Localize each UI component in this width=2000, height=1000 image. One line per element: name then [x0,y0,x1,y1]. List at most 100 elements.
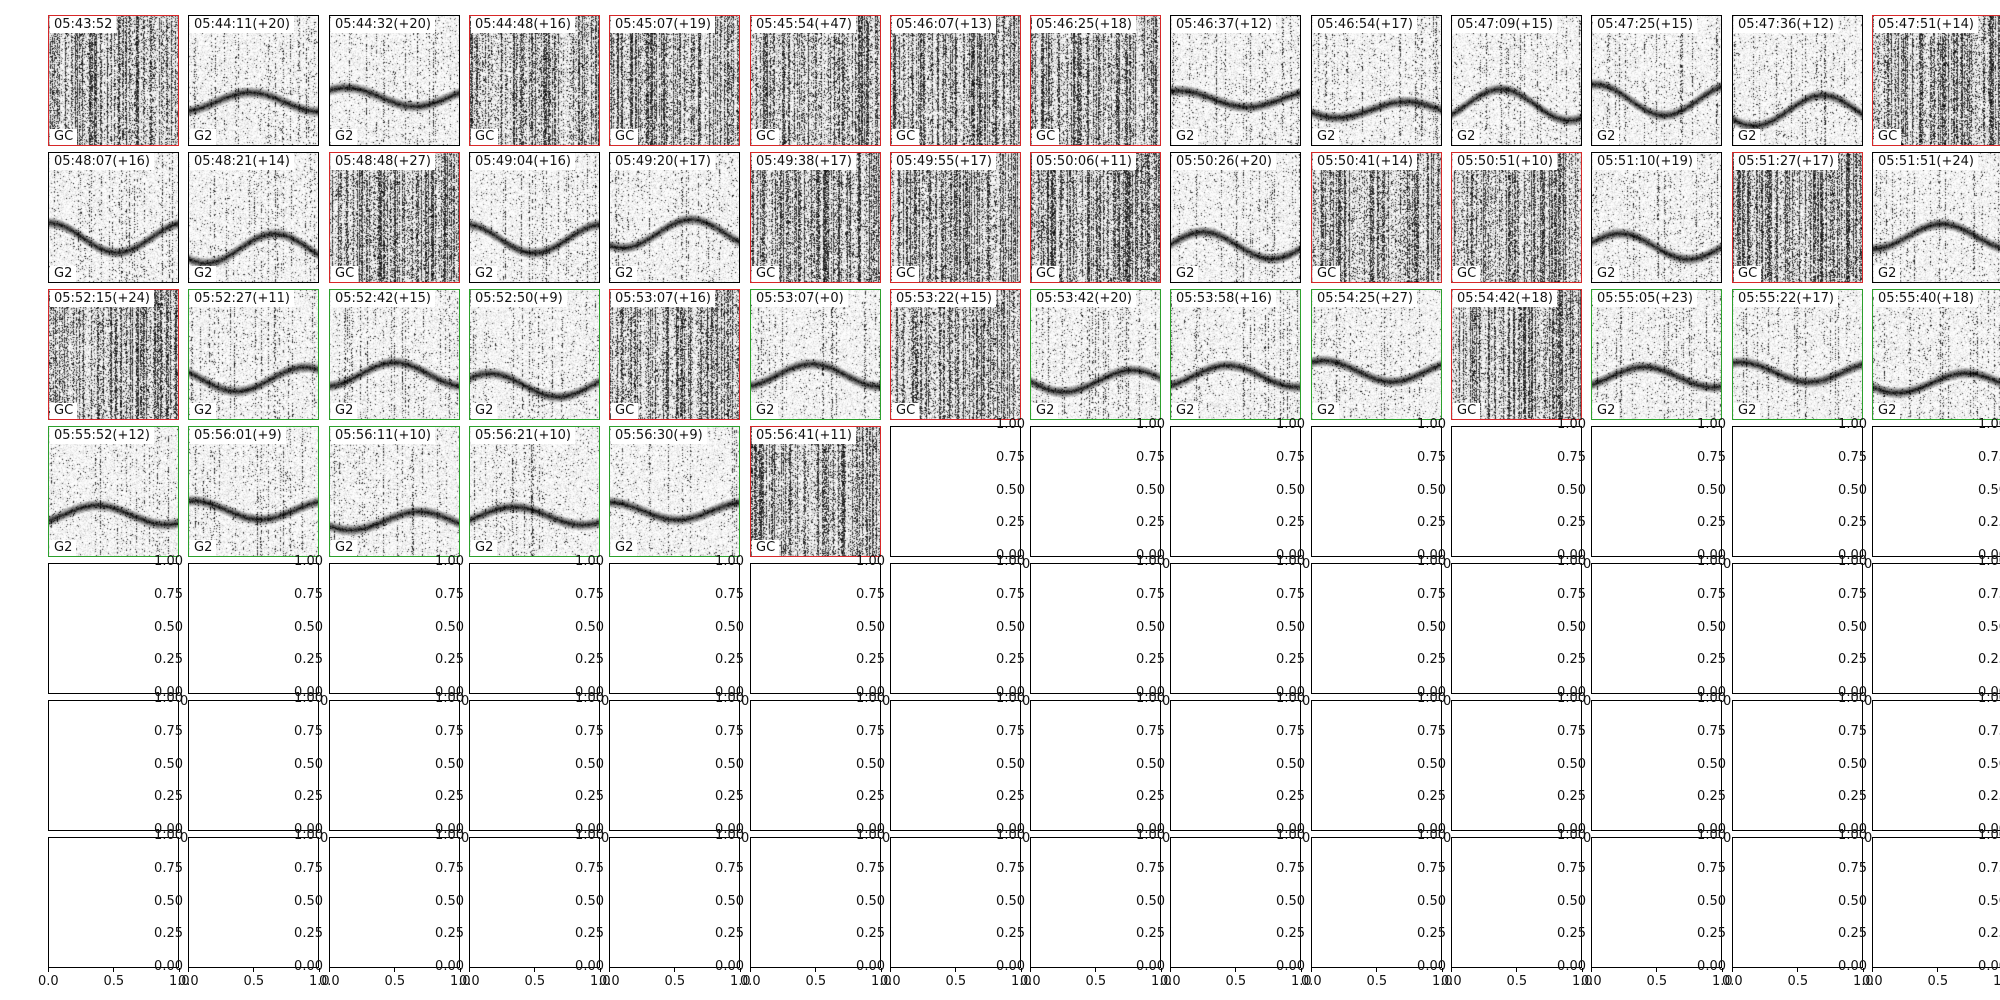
y-tick-label: 0.25 [1417,789,1446,805]
y-tick-label: 0.50 [1838,482,1867,498]
y-tick-label: 0.00 [856,822,885,837]
y-tick-label: 0.25 [1417,926,1446,942]
spectrogram-panel: 05:56:41(+11) GC [750,426,881,557]
y-tick-label: 0.25 [1417,652,1446,668]
axes-frame [329,837,460,968]
y-tick-label: 0.75 [1136,723,1165,739]
axes-frame [48,700,179,831]
panel-timestamp: 05:50:26(+20) [1172,153,1276,170]
empty-axes: 0.00 0.25 0.50 0.75 1.00 0.0 0.5 1.0 [880,828,1032,989]
panel-timestamp: 05:49:55(+17) [892,153,996,170]
y-tick-label: 0.75 [715,586,744,602]
axes-frame [48,563,179,694]
x-tick-mark [468,968,470,972]
spectrogram-panel: 05:53:42(+20) G2 [1030,289,1161,420]
panel-timestamp: 05:56:30(+9) [611,427,707,444]
y-tick-label: 0.75 [1417,723,1446,739]
spectrogram-panel: 05:54:25(+27) G2 [1311,289,1442,420]
y-tick-label: 0.50 [575,893,604,909]
axes-frame [1311,837,1442,968]
spectrogram-image [1451,152,1582,283]
panel-class-label: G2 [1172,266,1199,282]
spectrogram-panel: 05:56:30(+9) G2 [609,426,740,557]
spectrogram-panel: 05:53:07(+16) GC [609,289,740,420]
spectrogram-panel: 05:47:25(+15) G2 [1591,15,1722,146]
y-tick-label: 1.00 [715,554,744,569]
y-tick-label: 1.00 [1978,828,2000,843]
axes-frame [329,700,460,831]
x-tick-label: 0.5 [1085,974,1107,989]
axes-frame [1030,700,1161,831]
y-tick-label: 1.00 [435,554,464,569]
x-tick-label: 0 [1864,694,1873,709]
spectrogram-image [329,15,460,146]
y-tick-label: 0.25 [856,789,885,805]
panel-class-label: G2 [331,540,358,556]
y-tick-label: 1.00 [1417,554,1446,569]
y-tick-label: 0.25 [1276,515,1305,531]
x-tick-label: 1.0 [730,974,751,989]
spectrogram-panel: 05:48:48(+27) GC [329,152,460,283]
y-tick-label: 0.75 [1978,449,2000,465]
y-tick-label: 0.50 [1838,893,1867,909]
axes-frame [1030,563,1161,694]
x-tick-label: 0.0 [1020,974,1041,989]
x-tick-label: 0.0 [740,974,761,989]
x-tick-label: 0 [461,694,470,709]
y-tick-label: 0.75 [1417,449,1446,465]
y-tick-label: 0.25 [1136,926,1165,942]
y-tick-label: 0.00 [435,822,464,837]
panel-class-label: G2 [1593,403,1620,419]
x-tick-label: 0.5 [1927,974,1949,989]
x-tick-label: 1.0 [1011,974,1032,989]
panel-class-label: G2 [1734,403,1761,419]
spectrogram-panel: 05:46:37(+12) G2 [1170,15,1301,146]
panel-class-label: G2 [471,266,498,282]
panel-class-label: GC [471,129,499,145]
panel-class-label: GC [1032,129,1060,145]
y-tick-label: 0.25 [996,789,1025,805]
y-tick-label: 0.50 [1557,619,1586,635]
panel-timestamp: 05:43:52 [50,16,117,33]
panel-timestamp: 05:54:25(+27) [1313,290,1417,307]
y-tick-label: 0.25 [856,926,885,942]
y-tick-label: 1.00 [1276,417,1305,432]
y-tick-label: 0.50 [1276,893,1305,909]
y-tick-label: 1.00 [294,691,323,706]
axes-frame [1311,426,1442,557]
x-tick-label: 0.0 [1581,974,1602,989]
axes-frame [469,700,600,831]
x-tick-label: 0 [1302,694,1311,709]
x-tick-label: 1.0 [1432,974,1453,989]
y-tick-label: 0.25 [715,926,744,942]
x-tick-label: 0 [180,831,189,846]
y-tick-label: 0.75 [1557,449,1586,465]
panel-class-label: G2 [190,403,217,419]
x-tick-label: 0.5 [384,974,406,989]
y-tick-label: 1.00 [996,417,1025,432]
spectrogram-panel: 05:55:05(+23) G2 [1591,289,1722,420]
x-tick-label: 0.0 [319,974,340,989]
y-tick-label: 0.75 [575,586,604,602]
x-tick-mark [47,968,49,972]
y-tick-label: 0.50 [856,893,885,909]
y-tick-label: 0.00 [1838,959,1867,974]
panel-timestamp: 05:52:15(+24) [50,290,154,307]
y-tick-label: 0.25 [575,652,604,668]
x-tick-label: 0 [601,694,610,709]
y-tick-label: 0.75 [1557,586,1586,602]
panel-timestamp: 05:46:54(+17) [1313,16,1417,33]
empty-axes: 0.00 0.25 0.50 0.75 1.00 0.0 0.5 1.0 [1581,828,1733,989]
y-tick-label: 0.25 [294,652,323,668]
y-tick-label: 1.00 [154,828,183,843]
x-tick-mark [889,968,891,972]
panel-class-label: G2 [1313,403,1340,419]
y-tick-label: 0.00 [1417,959,1446,974]
y-tick-label: 0.00 [294,822,323,837]
spectrogram-panel: 05:50:06(+11) GC [1030,152,1161,283]
